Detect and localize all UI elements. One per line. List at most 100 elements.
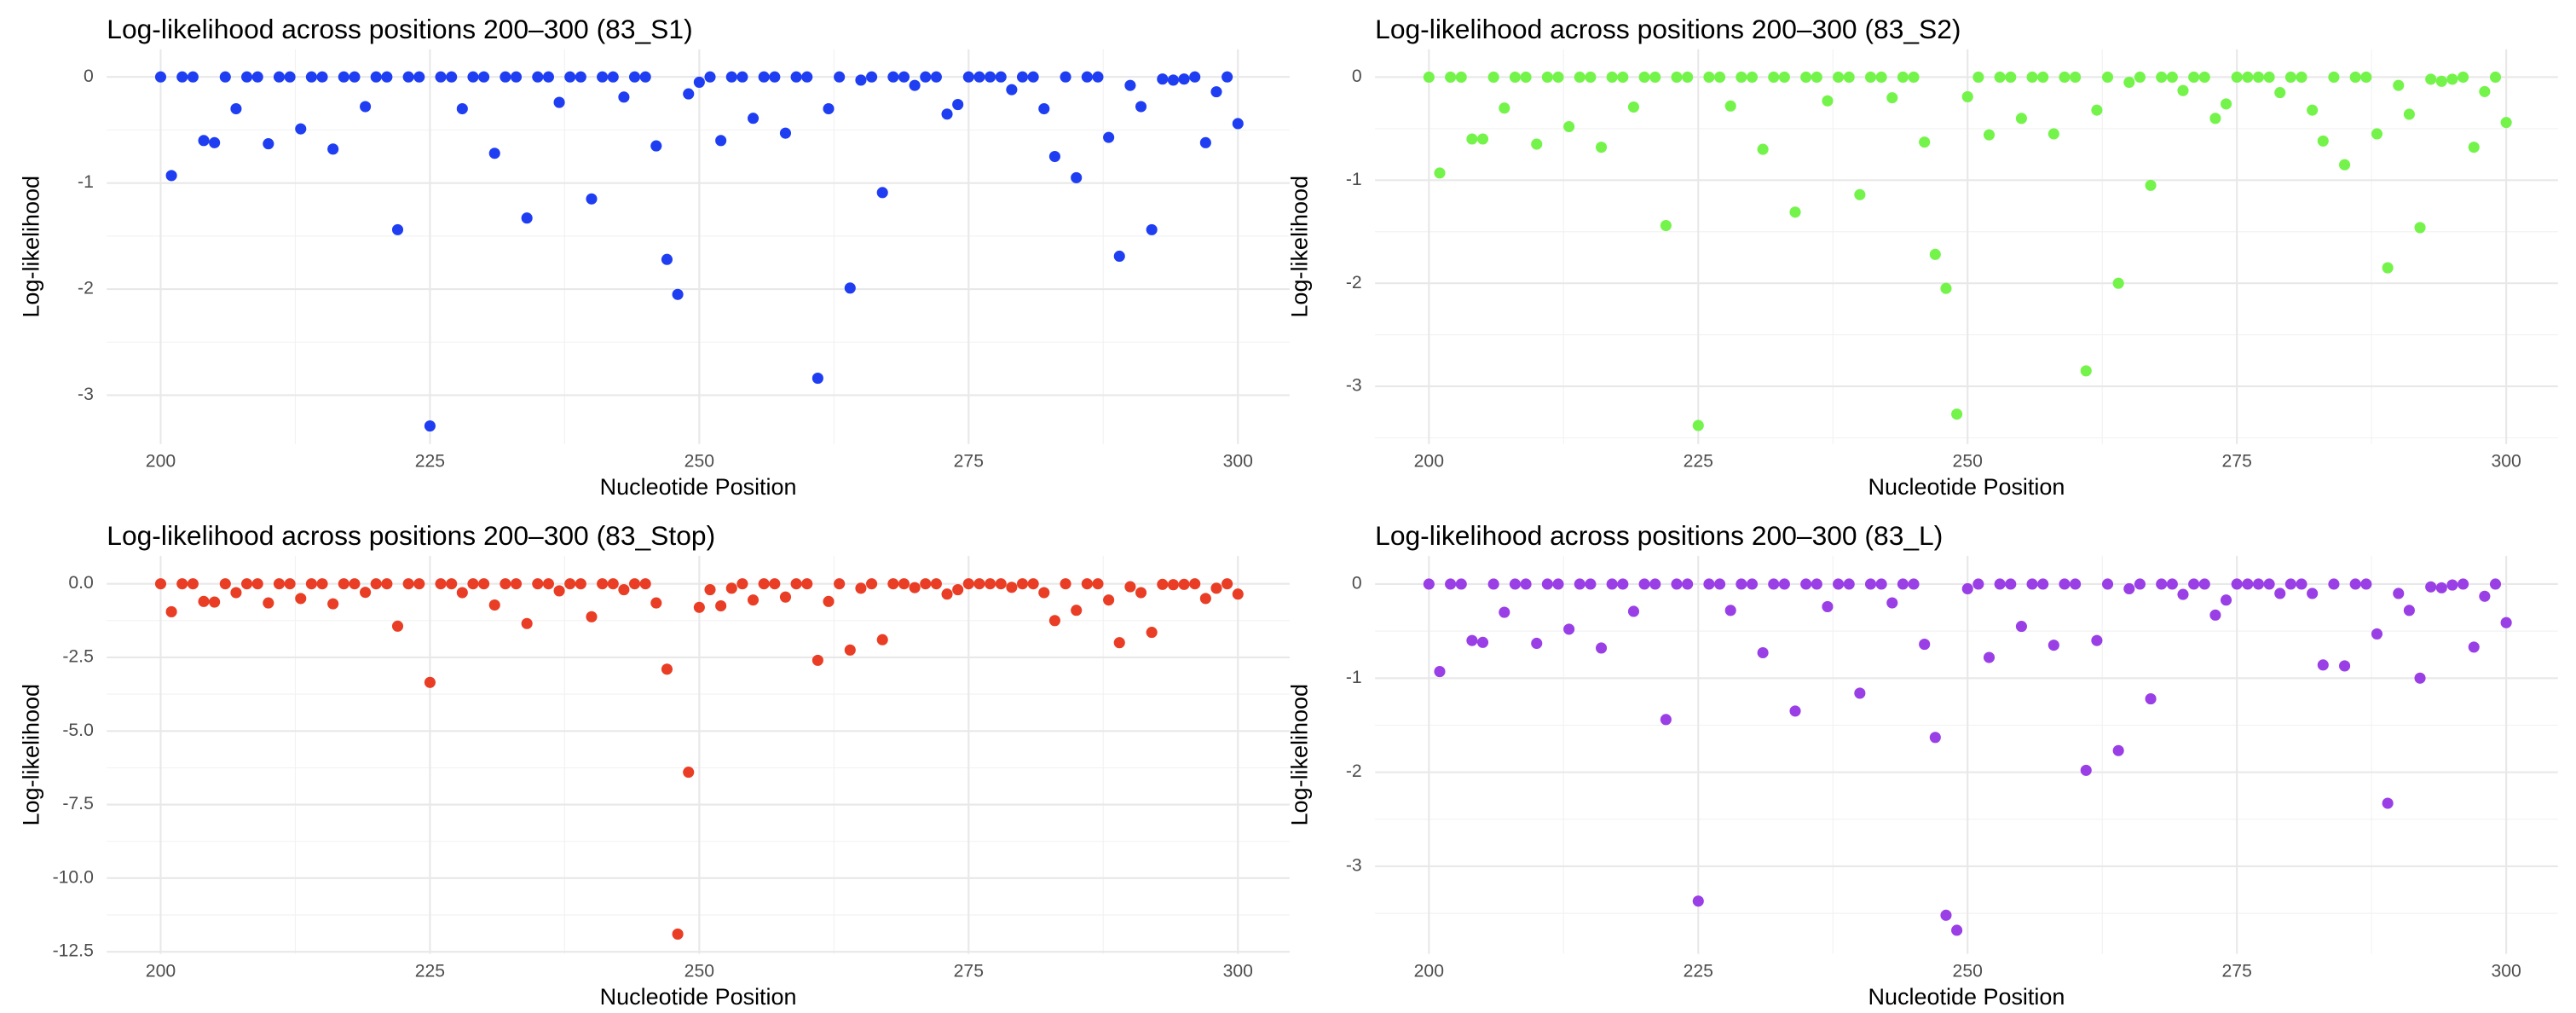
point [198, 595, 210, 607]
point [2349, 578, 2361, 590]
y-axis-label: Log-likelihood [1287, 176, 1313, 318]
point [930, 578, 942, 590]
point [488, 599, 500, 611]
y-tick-label: 0 [1352, 574, 1362, 593]
point [2500, 117, 2512, 129]
point [521, 212, 533, 224]
y-tick-label: -5.0 [62, 721, 94, 740]
point [1006, 582, 1018, 593]
point [1886, 92, 1898, 104]
point [2145, 693, 2157, 705]
x-tick-label: 300 [2491, 452, 2521, 472]
point [1940, 909, 1952, 921]
point [597, 578, 609, 590]
point [391, 223, 404, 235]
point [1157, 73, 1169, 85]
point [209, 596, 221, 608]
x-tick-label: 250 [1953, 961, 1983, 981]
point [1113, 250, 1125, 263]
x-axis-label: Nucleotide Position [600, 474, 797, 500]
x-tick-label: 300 [1223, 961, 1253, 981]
point [1757, 143, 1769, 155]
x-axis-label: Nucleotide Position [600, 984, 797, 1010]
point [1778, 71, 1790, 84]
point [2252, 71, 2265, 84]
point [1585, 578, 1597, 590]
point [1434, 666, 1446, 678]
point [2296, 578, 2307, 590]
point [2198, 578, 2210, 590]
point [2468, 641, 2480, 653]
point [1189, 578, 1201, 590]
point [2166, 578, 2178, 590]
point [823, 595, 835, 607]
point [251, 578, 263, 590]
point [1724, 100, 1736, 112]
y-tick-label: -12.5 [53, 941, 94, 961]
point [2209, 609, 2221, 621]
x-tick-label: 275 [954, 452, 984, 472]
point [2177, 84, 2189, 96]
point [683, 88, 695, 100]
point [2349, 71, 2361, 84]
point [2026, 71, 2038, 84]
point [2123, 76, 2135, 89]
point [154, 578, 167, 590]
point [1854, 687, 1866, 699]
point [1778, 578, 1790, 590]
point [2393, 588, 2405, 599]
point [2458, 578, 2469, 590]
point [1736, 578, 1747, 590]
point [1724, 605, 1736, 616]
point [2435, 582, 2447, 593]
point [704, 583, 716, 596]
point [1983, 651, 1996, 663]
point [1103, 594, 1115, 606]
chart-title: Log-likelihood across positions 200–300 … [1375, 14, 1961, 44]
point [1531, 138, 1543, 150]
point [1531, 637, 1543, 650]
point [1833, 578, 1845, 590]
point [650, 140, 662, 152]
point [2231, 578, 2243, 590]
point [1124, 79, 1136, 91]
point [1541, 71, 1553, 84]
point [381, 578, 393, 590]
y-tick-label: -1 [1346, 668, 1362, 687]
point [1627, 605, 1640, 617]
point [1006, 84, 1018, 96]
point [2489, 71, 2502, 84]
chart-title: Log-likelihood across positions 200–300 … [1375, 520, 1943, 551]
point [855, 582, 867, 594]
point [500, 71, 511, 83]
point [1972, 578, 1984, 590]
x-tick-label: 200 [1414, 452, 1444, 472]
point [2435, 75, 2447, 87]
point [985, 578, 996, 590]
point [1222, 71, 1233, 83]
point [2134, 71, 2146, 84]
point [2080, 365, 2092, 377]
point [2145, 179, 2157, 191]
point [844, 282, 856, 294]
panel: 200 225 250 275 300 0 -1 -2 -3 Log-likelihood acr… [1287, 520, 2558, 1010]
point [909, 79, 921, 91]
point [2037, 71, 2049, 84]
point [909, 582, 921, 593]
point [898, 578, 910, 590]
point [521, 617, 533, 629]
point [2307, 104, 2319, 116]
point [2382, 262, 2394, 274]
point [2112, 277, 2124, 289]
point [962, 71, 974, 83]
point [2220, 594, 2232, 606]
point [586, 193, 598, 205]
point [1789, 705, 1801, 717]
point [295, 123, 307, 135]
point [952, 99, 964, 111]
point [241, 71, 253, 83]
point [790, 578, 802, 590]
point [1124, 581, 1136, 593]
point [230, 102, 242, 115]
